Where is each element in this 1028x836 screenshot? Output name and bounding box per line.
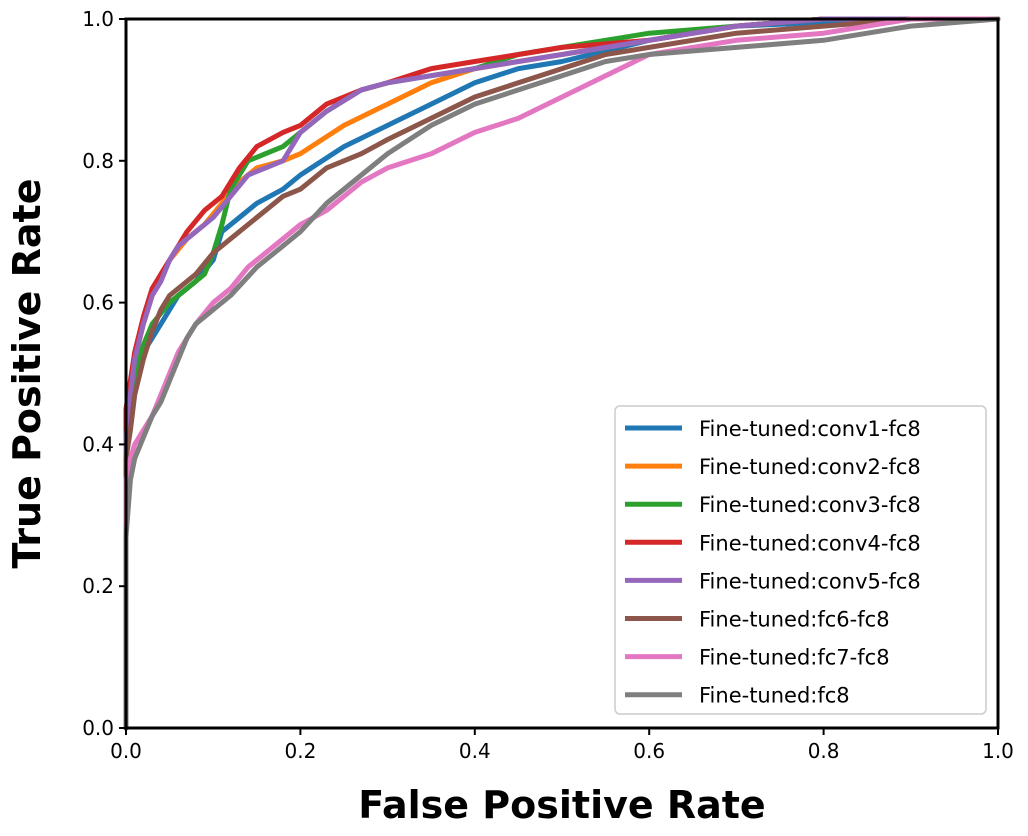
x-tick-label: 1.0 <box>982 739 1014 763</box>
y-tick-label: 0.6 <box>82 291 114 315</box>
series-line-8 <box>123 16 1001 731</box>
series-line-5 <box>123 16 1001 731</box>
x-tick-label: 0.0 <box>110 739 142 763</box>
legend-label-7: Fine-tuned:fc7-fc8 <box>699 646 890 670</box>
y-tick-label: 0.4 <box>82 432 114 456</box>
series-line-6 <box>123 16 1001 731</box>
x-tick-label: 0.8 <box>808 739 840 763</box>
plot-frame <box>124 17 1000 730</box>
y-axis: 0.0 0.2 0.4 0.6 0.8 1.0 <box>82 7 126 740</box>
y-axis-title: True Positive Rate <box>5 179 49 569</box>
legend-label-6: Fine-tuned:fc6-fc8 <box>699 608 890 632</box>
x-axis-title: False Positive Rate <box>358 783 765 827</box>
legend-box <box>614 405 987 715</box>
legend-label-4: Fine-tuned:conv4-fc8 <box>699 531 921 555</box>
x-axis: 0.0 0.2 0.4 0.6 0.8 1.0 <box>110 728 1014 763</box>
legend-label-3: Fine-tuned:conv3-fc8 <box>699 493 921 517</box>
series-line-3 <box>123 16 1001 731</box>
legend-label-2: Fine-tuned:conv2-fc8 <box>699 455 921 479</box>
y-tick-label: 0.0 <box>82 716 114 740</box>
x-tick-label: 0.2 <box>284 739 316 763</box>
x-tick-label: 0.4 <box>459 739 491 763</box>
legend-label-5: Fine-tuned:conv5-fc8 <box>699 569 921 593</box>
y-tick-label: 0.8 <box>82 149 114 173</box>
y-tick-label: 0.2 <box>82 574 114 598</box>
y-tick-label: 1.0 <box>82 7 114 31</box>
legend-label-1: Fine-tuned:conv1-fc8 <box>699 417 921 441</box>
series-layer <box>123 16 1001 731</box>
legend-label-8: Fine-tuned:fc8 <box>699 684 850 708</box>
x-tick-label: 0.6 <box>633 739 665 763</box>
legend: Fine-tuned:conv1-fc8 Fine-tuned:conv2-fc8… <box>614 405 987 715</box>
